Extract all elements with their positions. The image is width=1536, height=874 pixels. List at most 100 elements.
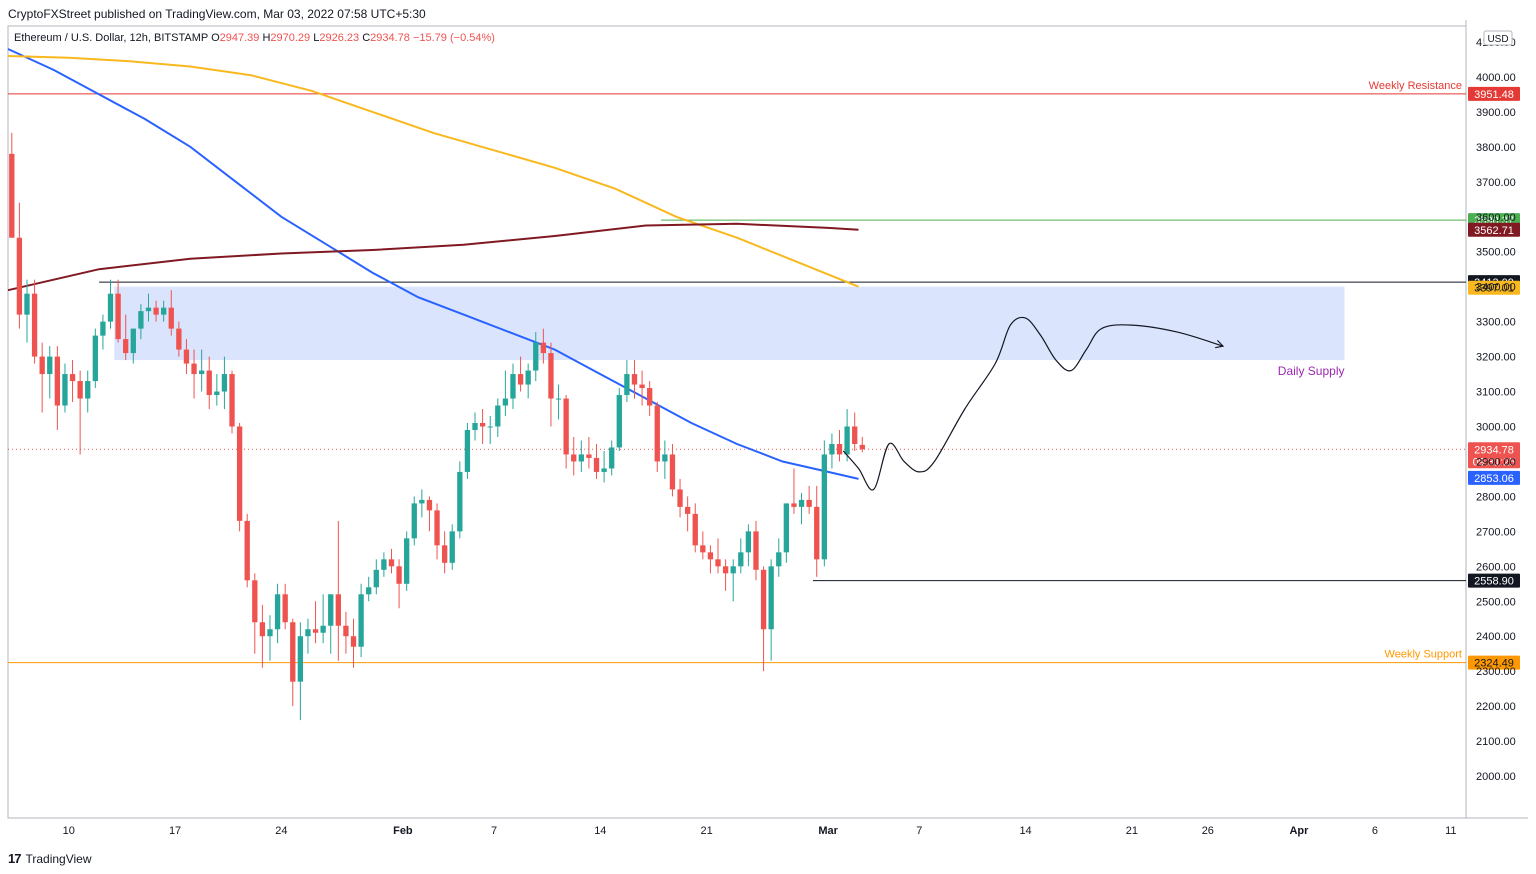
candle[interactable]: [578, 440, 584, 472]
currency-box[interactable]: [1483, 30, 1513, 46]
time-tick-label[interactable]: 11: [1445, 825, 1456, 837]
candles-layer[interactable]: [9, 132, 865, 721]
candle[interactable]: [707, 545, 714, 574]
candle[interactable]: [252, 573, 258, 654]
candle[interactable]: [502, 370, 509, 417]
candle[interactable]: [419, 489, 425, 518]
candle[interactable]: [426, 496, 433, 532]
candle[interactable]: [259, 604, 266, 668]
candle[interactable]: [821, 440, 827, 567]
candle[interactable]: [730, 559, 736, 602]
price-tick-label[interactable]: 2400.00: [1476, 631, 1516, 643]
candle[interactable]: [464, 423, 471, 479]
candle[interactable]: [798, 492, 805, 525]
price-tick-label[interactable]: 3600.00: [1476, 212, 1516, 224]
time-axis[interactable]: 10 17 24 Feb 7 14 21 Mar 7 14 21 26 Apr 6 11: [63, 825, 1457, 837]
candle[interactable]: [829, 433, 835, 469]
time-tick-label[interactable]: Feb: [393, 825, 413, 837]
time-tick-label[interactable]: 14: [594, 825, 606, 837]
price-tick-label[interactable]: 2000.00: [1476, 771, 1516, 783]
price-tick-label[interactable]: 3300.00: [1476, 317, 1516, 329]
candle[interactable]: [783, 503, 790, 563]
candle[interactable]: [533, 332, 539, 382]
price-tick-label[interactable]: 3400.00: [1476, 282, 1516, 294]
candle[interactable]: [343, 611, 349, 654]
candle[interactable]: [176, 321, 182, 357]
time-tick-label[interactable]: 6: [1372, 825, 1378, 837]
candle[interactable]: [168, 290, 174, 336]
candle[interactable]: [753, 520, 759, 581]
candle[interactable]: [107, 279, 114, 329]
price-tick-label[interactable]: 2300.00: [1476, 666, 1516, 678]
candle[interactable]: [677, 478, 683, 518]
candle[interactable]: [662, 440, 668, 479]
candle[interactable]: [844, 409, 850, 462]
candle[interactable]: [328, 594, 334, 654]
candle[interactable]: [836, 429, 843, 462]
candle[interactable]: [692, 503, 698, 553]
candle[interactable]: [297, 622, 304, 721]
candle[interactable]: [760, 566, 767, 672]
candle[interactable]: [495, 398, 501, 437]
price-tick-label[interactable]: 2800.00: [1476, 491, 1516, 503]
candle[interactable]: [373, 559, 379, 595]
price-tag[interactable]: [1468, 86, 1520, 101]
price-tick-label[interactable]: 3200.00: [1476, 352, 1516, 364]
time-tick-label[interactable]: 10: [63, 825, 75, 837]
candle[interactable]: [457, 461, 463, 539]
price-tag[interactable]: [1468, 470, 1520, 485]
candle[interactable]: [312, 601, 319, 644]
candle[interactable]: [85, 370, 91, 413]
time-tick-label[interactable]: Apr: [1289, 825, 1309, 837]
candle[interactable]: [153, 300, 159, 322]
candle[interactable]: [411, 496, 417, 546]
candle[interactable]: [738, 538, 744, 574]
time-tick-label[interactable]: 21: [1126, 825, 1138, 837]
candle[interactable]: [198, 349, 205, 392]
candle[interactable]: [62, 363, 68, 413]
price-tick-label[interactable]: 3800.00: [1476, 142, 1516, 154]
candle[interactable]: [381, 552, 387, 577]
price-tick-label[interactable]: 2900.00: [1476, 456, 1516, 468]
candle[interactable]: [616, 388, 622, 451]
candle[interactable]: [183, 339, 190, 375]
candle[interactable]: [517, 356, 524, 392]
candle[interactable]: [525, 363, 531, 399]
candle[interactable]: [479, 409, 486, 444]
candle[interactable]: [555, 384, 562, 420]
candle[interactable]: [814, 485, 820, 577]
candle[interactable]: [722, 559, 729, 591]
candle[interactable]: [9, 132, 15, 238]
price-tick-label[interactable]: 3100.00: [1476, 387, 1516, 399]
price-tick-label[interactable]: 3900.00: [1476, 107, 1516, 119]
candle[interactable]: [115, 279, 121, 343]
candle[interactable]: [206, 356, 212, 410]
candle[interactable]: [434, 503, 440, 560]
price-tick-label[interactable]: 2100.00: [1476, 736, 1516, 748]
price-tick-label[interactable]: 3500.00: [1476, 247, 1516, 259]
candle[interactable]: [221, 356, 228, 410]
candle[interactable]: [54, 346, 61, 430]
tradingview-logo[interactable]: 17 TradingView: [8, 851, 92, 866]
candle[interactable]: [791, 468, 797, 514]
candle[interactable]: [472, 412, 478, 441]
candle[interactable]: [859, 436, 865, 453]
price-tag[interactable]: [1468, 442, 1520, 469]
candle[interactable]: [601, 450, 607, 483]
candle[interactable]: [320, 594, 326, 644]
candle[interactable]: [130, 328, 136, 364]
time-tick-label[interactable]: 17: [169, 825, 181, 837]
candle[interactable]: [768, 559, 774, 661]
time-tick-label[interactable]: 14: [1019, 825, 1031, 837]
candle[interactable]: [92, 328, 98, 389]
candle[interactable]: [47, 346, 53, 399]
price-tag[interactable]: [1468, 573, 1520, 588]
candle[interactable]: [366, 576, 372, 602]
candle[interactable]: [16, 202, 23, 329]
candle[interactable]: [244, 513, 250, 588]
candle[interactable]: [745, 524, 752, 567]
candle[interactable]: [700, 531, 706, 560]
candle[interactable]: [540, 328, 547, 364]
candle[interactable]: [548, 342, 554, 427]
candle[interactable]: [449, 524, 455, 570]
